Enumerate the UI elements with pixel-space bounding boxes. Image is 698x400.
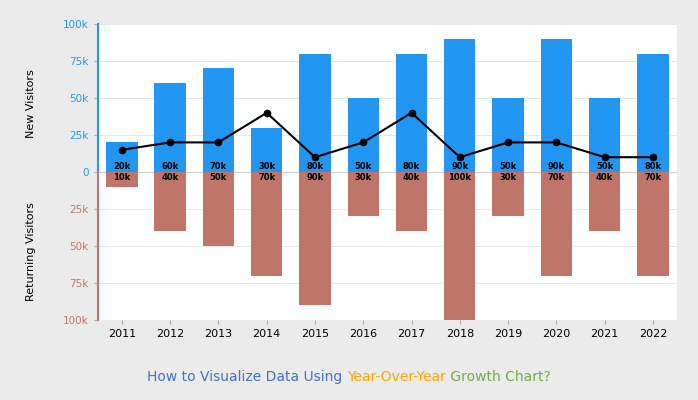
Text: 40k: 40k (596, 173, 614, 182)
Text: 40k: 40k (161, 173, 179, 182)
Point (406, 110, 417, 116)
Bar (348, 98, 379, 172)
Bar (396, 172, 427, 231)
Text: 50k: 50k (355, 162, 372, 171)
Point (261, 110, 272, 116)
Text: 90k: 90k (451, 162, 468, 171)
Bar (106, 172, 138, 187)
Text: 30k: 30k (500, 173, 517, 182)
Bar (637, 172, 669, 276)
Point (165, 139, 176, 146)
Text: 80k: 80k (403, 162, 420, 171)
Text: 90k: 90k (306, 173, 324, 182)
Text: Year-Over-Year: Year-Over-Year (347, 370, 446, 384)
Bar (637, 54, 669, 172)
Text: 70k: 70k (548, 173, 565, 182)
Point (454, 154, 466, 160)
Bar (444, 172, 475, 320)
Bar (396, 54, 427, 172)
Text: 10k: 10k (113, 173, 131, 182)
Point (599, 154, 610, 160)
Bar (444, 39, 475, 172)
Point (647, 154, 658, 160)
Bar (106, 142, 138, 172)
Text: 50k: 50k (500, 162, 517, 171)
Text: How to Visualize Data Using: How to Visualize Data Using (147, 370, 347, 384)
Bar (589, 172, 621, 231)
Bar (492, 172, 524, 216)
Bar (541, 172, 572, 276)
Text: 50k: 50k (596, 162, 614, 171)
Bar (299, 172, 331, 305)
Bar (202, 68, 234, 172)
Text: 20k: 20k (113, 162, 131, 171)
Text: 100k: 100k (448, 173, 471, 182)
Bar (251, 172, 283, 276)
Bar (492, 98, 524, 172)
Text: 70k: 70k (210, 162, 227, 171)
Text: Growth Chart?: Growth Chart? (446, 370, 551, 384)
Point (117, 147, 128, 153)
Point (213, 139, 224, 146)
Bar (541, 39, 572, 172)
Text: 60k: 60k (161, 162, 179, 171)
Text: 30k: 30k (258, 162, 275, 171)
Bar (348, 172, 379, 216)
Point (551, 139, 562, 146)
Text: New Visitors: New Visitors (26, 70, 36, 138)
Text: 70k: 70k (644, 173, 662, 182)
Text: 40k: 40k (403, 173, 420, 182)
Text: 30k: 30k (355, 173, 372, 182)
Text: 80k: 80k (644, 162, 662, 171)
Point (309, 154, 320, 160)
Point (357, 139, 369, 146)
Text: 90k: 90k (548, 162, 565, 171)
Bar (299, 54, 331, 172)
Text: Returning Visitors: Returning Visitors (26, 202, 36, 301)
Point (503, 139, 514, 146)
Bar (154, 172, 186, 231)
Text: 50k: 50k (210, 173, 227, 182)
Bar (154, 83, 186, 172)
Bar (589, 98, 621, 172)
Bar (251, 128, 283, 172)
Text: 80k: 80k (306, 162, 324, 171)
Text: 70k: 70k (258, 173, 275, 182)
Bar (202, 172, 234, 246)
